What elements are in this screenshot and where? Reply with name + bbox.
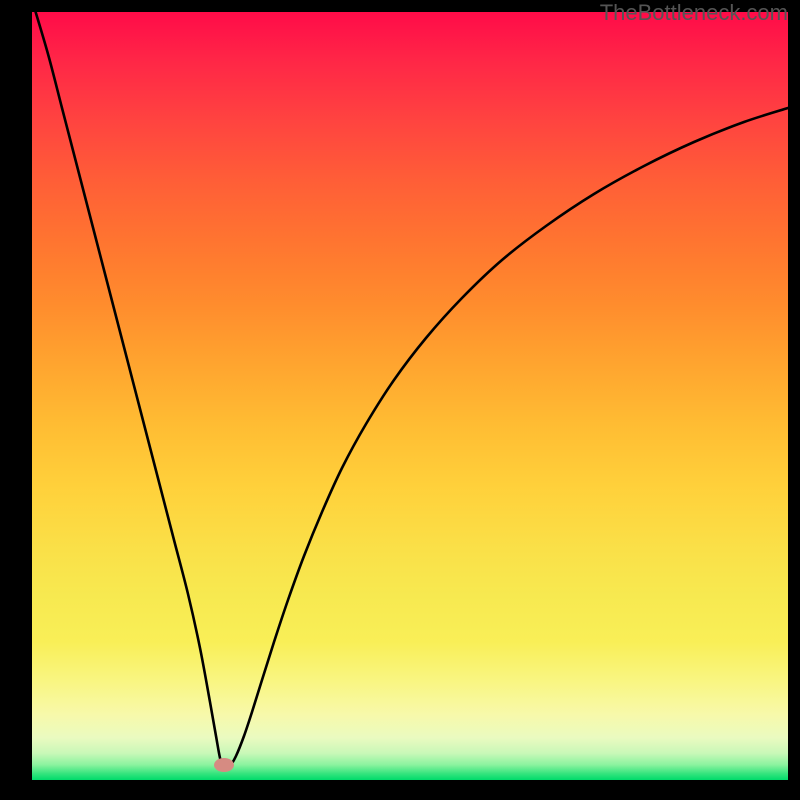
bottleneck-chart: TheBottleneck.com [0, 0, 800, 800]
plot-area [32, 12, 788, 780]
bottleneck-curve [32, 12, 788, 780]
valley-marker [214, 758, 234, 772]
